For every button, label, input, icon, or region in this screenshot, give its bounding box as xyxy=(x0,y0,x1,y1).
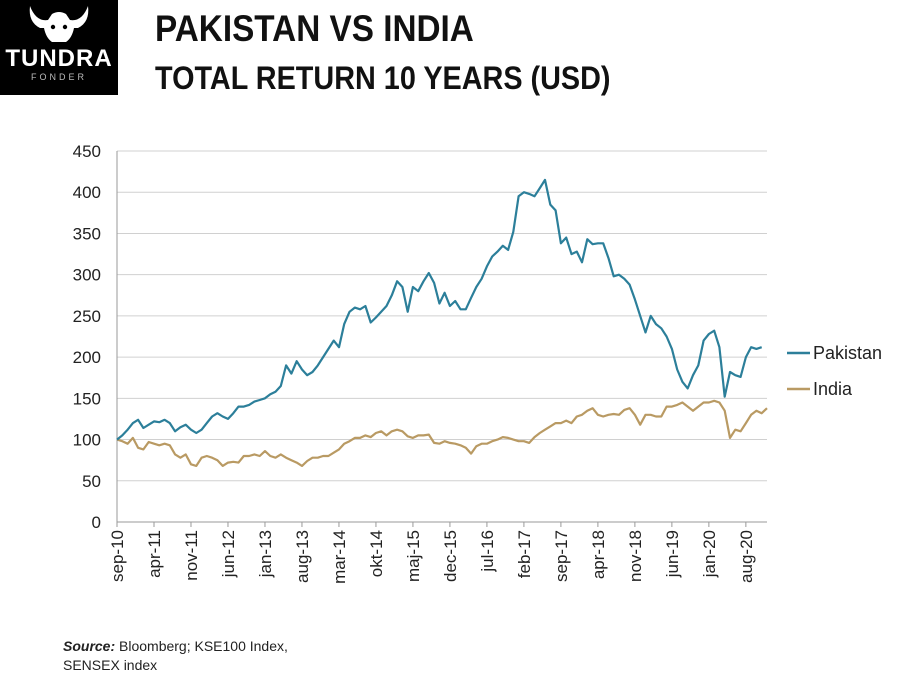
x-tick-label: okt-14 xyxy=(367,530,386,577)
series-line-pakistan xyxy=(116,178,763,441)
x-tick-label: feb-17 xyxy=(515,530,534,578)
x-tick-label: jan-13 xyxy=(256,530,275,578)
x-tick-label: apr-18 xyxy=(589,530,608,579)
x-tick-label: sep-17 xyxy=(552,530,571,582)
legend-label-india: India xyxy=(813,379,853,399)
page-subtitle: TOTAL RETURN 10 YEARS (USD) xyxy=(155,60,611,96)
y-tick-label: 400 xyxy=(73,183,101,202)
x-tick-label: nov-11 xyxy=(182,530,201,581)
source-text-2: SENSEX index xyxy=(63,657,158,673)
y-tick-label: 50 xyxy=(82,472,101,491)
x-tick-label: aug-20 xyxy=(737,530,756,583)
x-tick-label: aug-13 xyxy=(293,530,312,583)
page-title: PAKISTAN VS INDIA xyxy=(155,8,474,49)
y-tick-label: 100 xyxy=(73,431,101,450)
logo-subtitle: FONDER xyxy=(31,72,87,82)
x-tick-label: mar-14 xyxy=(330,530,349,584)
y-tick-label: 350 xyxy=(73,224,101,243)
tundra-logo: TUNDRA FONDER xyxy=(0,0,118,95)
legend-label-pakistan: Pakistan xyxy=(813,343,882,363)
source-note: Source: Bloomberg; KSE100 Index, SENSEX … xyxy=(63,637,288,675)
x-tick-label: apr-11 xyxy=(145,530,164,578)
x-tick-label: jun-12 xyxy=(219,530,238,578)
x-tick-label: maj-15 xyxy=(404,530,423,582)
source-text: Bloomberg; KSE100 Index, xyxy=(119,638,288,654)
y-tick-label: 450 xyxy=(73,142,101,161)
x-tick-label: nov-18 xyxy=(626,530,645,582)
x-tick-label: jun-19 xyxy=(663,530,682,578)
logo-name: TUNDRA xyxy=(5,45,113,72)
x-tick-label: jul-16 xyxy=(478,530,497,573)
y-tick-label: 200 xyxy=(73,348,101,367)
bull-head-icon xyxy=(29,6,89,42)
x-tick-label: jan-20 xyxy=(700,530,719,578)
x-tick-label: dec-15 xyxy=(441,530,460,582)
series-line-india xyxy=(116,399,768,467)
source-label: Source: xyxy=(63,638,116,654)
x-tick-label: sep-10 xyxy=(108,530,127,582)
y-tick-label: 150 xyxy=(73,389,101,408)
y-tick-label: 300 xyxy=(73,266,101,285)
y-tick-label: 250 xyxy=(73,307,101,326)
y-tick-label: 0 xyxy=(92,513,101,532)
